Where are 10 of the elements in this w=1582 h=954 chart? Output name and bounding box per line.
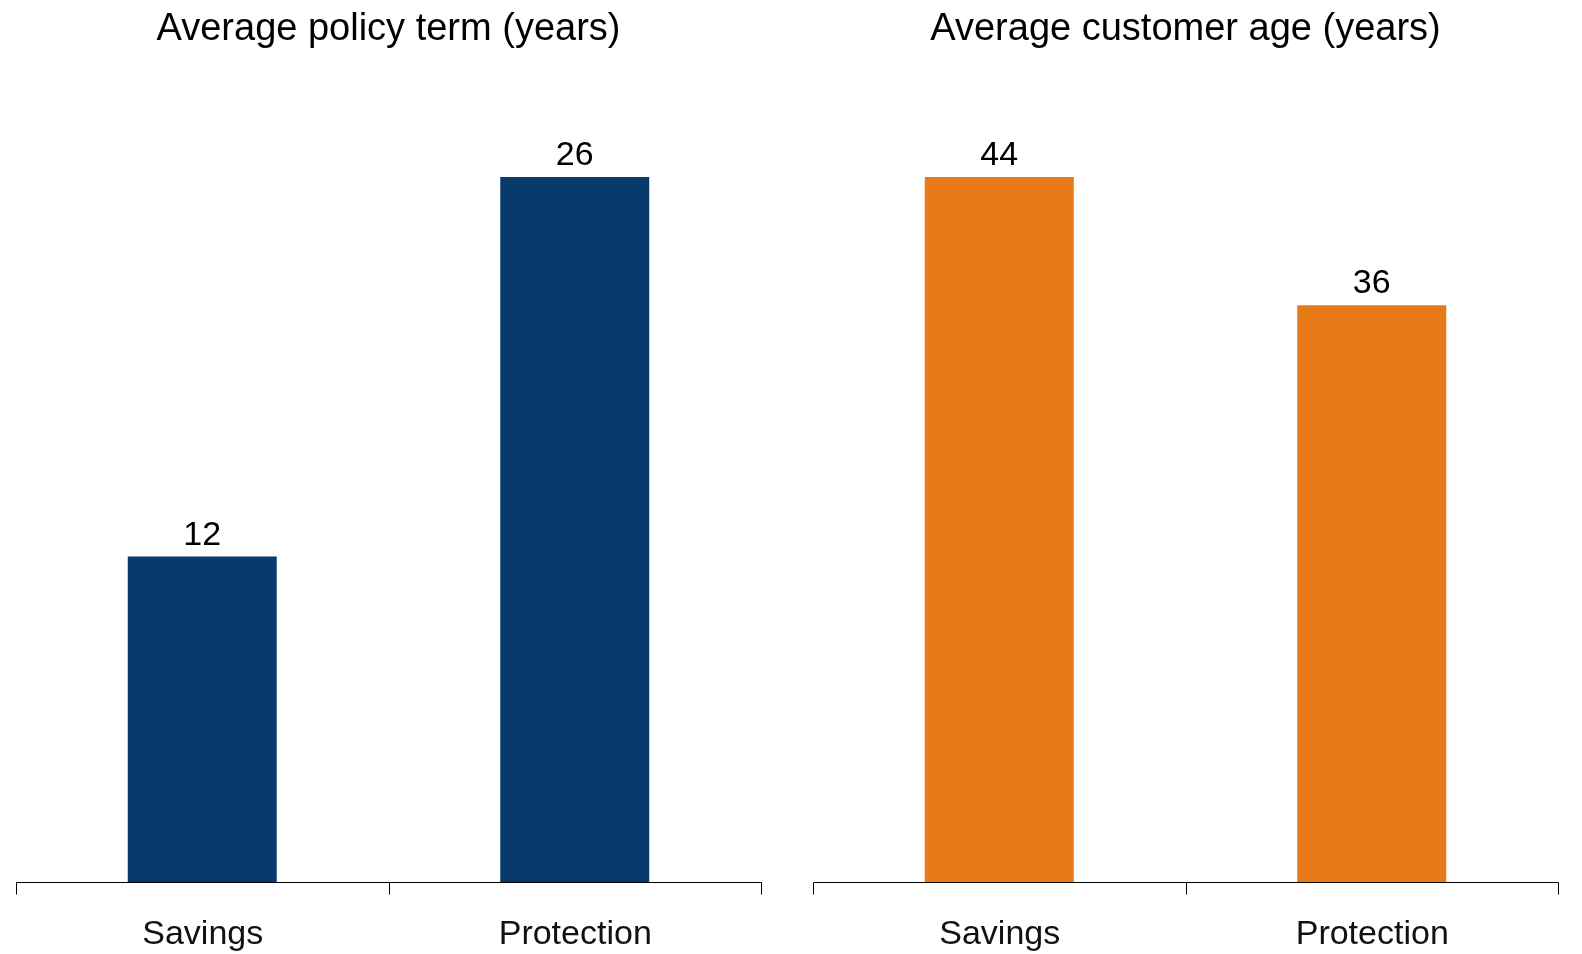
- data-label: 26: [555, 134, 594, 172]
- data-label: 44: [980, 134, 1019, 172]
- x-tick-label: Protection: [498, 912, 652, 951]
- data-label: 36: [1352, 262, 1391, 301]
- x-tick-label: Savings: [142, 912, 264, 951]
- x-tick-label: Savings: [939, 912, 1061, 951]
- chart-title: Average customer age (years): [930, 6, 1441, 48]
- x-tick-label: Protection: [1295, 912, 1449, 951]
- chart-title: Average policy term (years): [156, 6, 621, 48]
- data-label: 12: [183, 513, 222, 552]
